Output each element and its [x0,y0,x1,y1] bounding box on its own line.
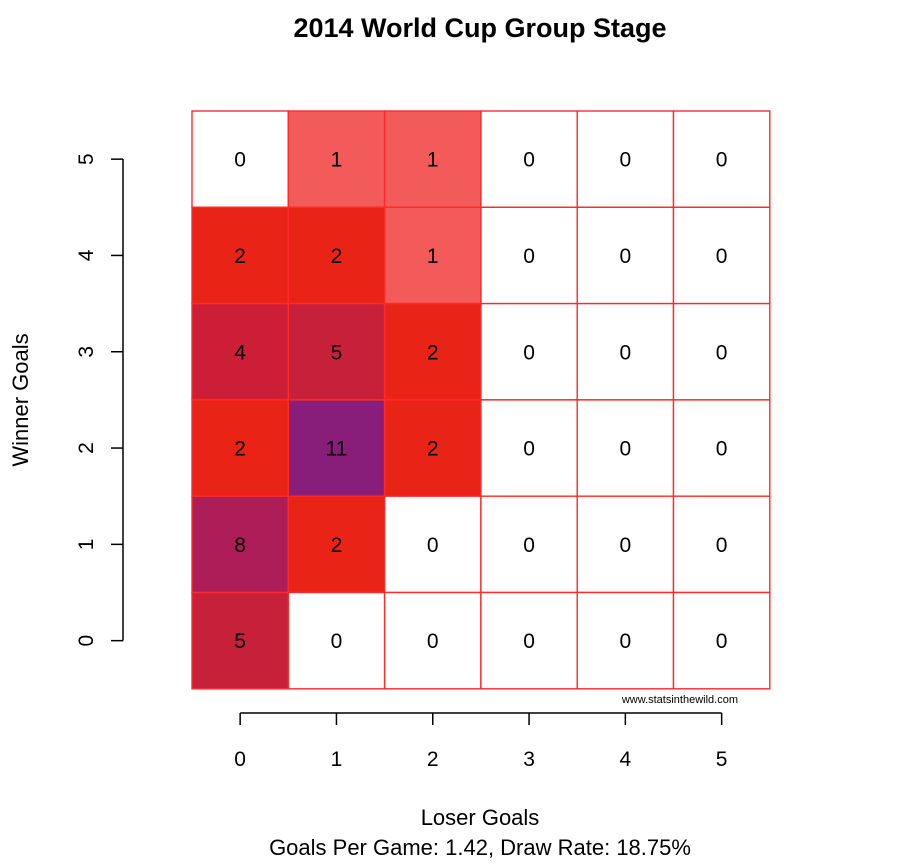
heatmap-cell-w0-l4 [576,591,675,690]
cell-value-label: 0 [716,149,728,172]
y-tick-label: 1 [75,539,98,551]
x-tick-label: 5 [716,748,728,771]
y-tick-label: 3 [75,346,98,358]
heatmap-cell-w2-l3 [480,399,578,497]
cell-value-label: 0 [523,245,535,268]
heatmap-cell-w1-l0 [191,495,290,594]
cell-value-label: 4 [234,341,246,364]
cell-value-label: 5 [331,341,343,364]
heatmap-cell-w2-l2 [383,399,482,497]
heatmap-cell-w3-l1 [287,302,386,401]
x-tick-label: 4 [620,748,632,771]
heatmap-cell-w4-l1 [287,206,386,305]
cell-value-label: 0 [620,630,632,653]
watermark-text: www.statsinthewild.com [621,694,738,706]
heatmap-cell-w0-l5 [672,591,771,690]
cell-value-label: 0 [620,534,632,557]
x-axis: 0 1 2 3 4 5 [234,712,728,771]
cell-value-label: 0 [716,630,728,653]
cell-value-label: 0 [620,341,632,364]
cell-value-label: 1 [427,149,439,172]
cell-value-label: 0 [523,534,535,557]
cell-value-label: 0 [523,341,535,364]
cell-value-label: 0 [620,438,632,461]
cell-value-label: 0 [523,149,535,172]
cell-value-label: 11 [326,438,348,461]
cell-value-label: 0 [427,630,439,653]
heatmap-cell-w3-l3 [480,302,578,401]
heatmap-cell-w5-l3 [480,110,578,209]
heatmap-cell-w5-l2 [383,110,482,209]
y-axis-title: Winner Goals [8,333,33,466]
x-tick-label: 3 [523,748,535,771]
heatmap-cell-w2-l1 [287,399,386,497]
heatmap-cell-w3-l4 [576,302,675,401]
heatmap-cell-w1-l5 [672,495,771,594]
heatmap-cells [191,110,771,690]
cell-value-label: 0 [620,149,632,172]
y-tick-label: 0 [75,635,98,647]
heatmap-cell-w0-l3 [480,591,578,690]
cell-value-label: 5 [234,630,246,653]
x-axis-title: Loser Goals [421,805,540,830]
cell-value-label: 0 [716,534,728,557]
cell-value-label: 8 [234,534,246,557]
heatmap-cell-w1-l2 [383,495,482,594]
heatmap-cell-w4-l5 [672,206,771,305]
cell-value-label: 2 [427,438,439,461]
cell-value-label: 0 [716,341,728,364]
cell-value-label: 2 [331,534,343,557]
chart-title: 2014 World Cup Group Stage [293,13,666,43]
heatmap-cell-w1-l3 [480,495,578,594]
heatmap-cell-w3-l5 [672,302,771,401]
cell-value-label: 1 [331,149,343,172]
cell-value-label: 2 [427,341,439,364]
x-tick-label: 1 [331,748,343,771]
cell-value-label: 0 [716,245,728,268]
y-tick-label: 5 [75,153,98,165]
cell-value-label: 2 [331,245,343,268]
heatmap-cell-w5-l5 [672,110,771,209]
heatmap-cell-labels: 0 1 1 0 0 02 2 1 0 0 04 5 2 0 0 02 11 2 0 0 08 2 0 0 0 05 0 0 0 0 0 [234,149,727,654]
cell-value-label: 0 [716,438,728,461]
x-tick-label: 0 [234,748,246,771]
y-tick-label: 2 [75,442,98,454]
cell-value-label: 2 [234,438,246,461]
y-axis: 0 1 2 3 4 5 [75,153,124,647]
cell-value-label: 0 [523,630,535,653]
cell-value-label: 1 [427,245,439,268]
cell-value-label: 0 [523,438,535,461]
heatmap-cell-w2-l0 [191,399,290,497]
heatmap-cell-w2-l5 [672,399,771,497]
cell-value-label: 0 [331,630,343,653]
chart-subtitle: Goals Per Game: 1.42, Draw Rate: 18.75% [269,835,691,860]
y-tick-label: 4 [75,249,98,261]
x-tick-label: 2 [427,748,439,771]
heatmap-cell-w0-l0 [191,591,290,690]
cell-value-label: 2 [234,245,246,268]
heatmap-cell-w1-l4 [576,495,675,594]
heatmap-cell-w5-l0 [191,110,290,209]
cell-value-label: 0 [620,245,632,268]
cell-value-label: 0 [234,149,246,172]
cell-value-label: 0 [427,534,439,557]
heatmap-cell-w5-l1 [287,110,386,209]
heatmap-cell-w2-l4 [576,399,675,497]
heatmap-cell-w4-l3 [480,206,578,305]
